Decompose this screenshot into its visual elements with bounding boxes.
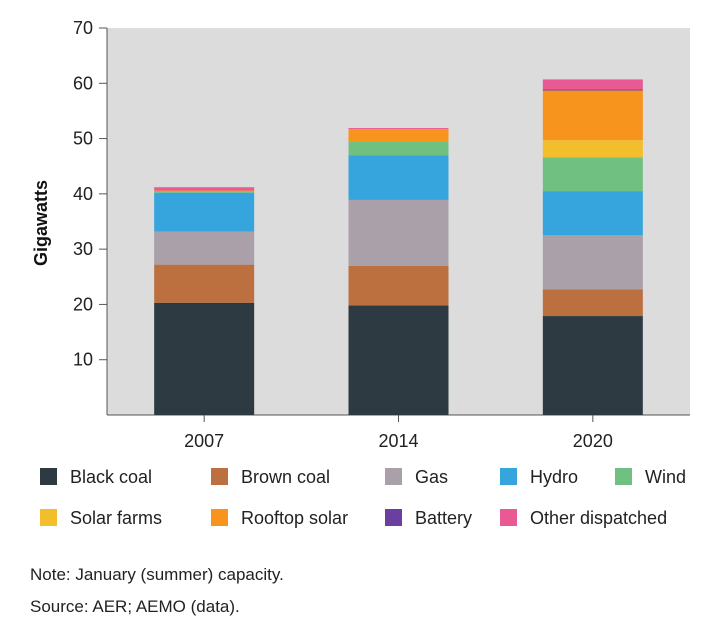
legend-item-label: Wind xyxy=(645,467,686,487)
legend-swatch xyxy=(211,509,228,526)
legend-item-label: Solar farms xyxy=(70,508,162,528)
y-tick-label: 30 xyxy=(73,239,93,259)
legend-swatch xyxy=(615,468,632,485)
legend-swatch xyxy=(40,468,57,485)
bar-segment-brown-coal xyxy=(348,265,449,306)
chart-source: Source: AER; AEMO (data). xyxy=(30,597,240,616)
chart-note: Note: January (summer) capacity. xyxy=(30,565,284,584)
bar-segment-black-coal xyxy=(542,316,643,415)
legend-swatch xyxy=(385,509,402,526)
legend-item-label: Other dispatched xyxy=(530,508,667,528)
bar-segment-rooftop-solar xyxy=(154,190,255,192)
y-tick-label: 70 xyxy=(73,18,93,38)
bar-segment-wind xyxy=(348,141,449,156)
y-axis-title: Gigawatts xyxy=(31,180,51,266)
bar-segment-hydro xyxy=(154,192,255,232)
x-tick-label: 2020 xyxy=(573,431,613,451)
y-tick-label: 20 xyxy=(73,294,93,314)
legend-item-label: Brown coal xyxy=(241,467,330,487)
legend-item-label: Hydro xyxy=(530,467,578,487)
legend-swatch xyxy=(500,468,517,485)
bar-segment-brown-coal xyxy=(542,289,643,317)
bar-segment-other-dispatched xyxy=(542,79,643,90)
y-tick-label: 60 xyxy=(73,73,93,93)
bar-segment-rooftop-solar xyxy=(542,90,643,141)
bar-segment-other-dispatched xyxy=(154,187,255,191)
bar-segment-rooftop-solar xyxy=(348,129,449,142)
stacked-bar-chart: 10 20 30 40 50 60 70 Gigawatts 2007 2014 2020 Black… xyxy=(31,18,690,528)
y-tick-label: 50 xyxy=(73,129,93,149)
legend-item-label: Gas xyxy=(415,467,448,487)
legend-swatch xyxy=(211,468,228,485)
bar-segment-gas xyxy=(348,199,449,266)
legend-swatch xyxy=(500,509,517,526)
bar-segment-hydro xyxy=(348,155,449,200)
bar-segment-other-dispatched xyxy=(348,128,449,130)
y-tick-label: 40 xyxy=(73,184,93,204)
bar-segment-black-coal xyxy=(154,302,255,415)
bar-segment-solar-farms xyxy=(542,140,643,158)
legend-swatch xyxy=(40,509,57,526)
legend-swatch xyxy=(385,468,402,485)
x-tick-label: 2007 xyxy=(184,431,224,451)
x-tick-label: 2014 xyxy=(378,431,418,451)
bar-segment-black-coal xyxy=(348,305,449,415)
bar-segment-battery xyxy=(542,89,643,91)
bar-segment-hydro xyxy=(542,191,643,236)
bar-segment-gas xyxy=(542,235,643,290)
bar-segment-wind xyxy=(542,157,643,192)
legend-item-label: Battery xyxy=(415,508,472,528)
bar-segment-wind xyxy=(154,191,255,193)
y-tick-label: 10 xyxy=(73,350,93,370)
bar-segment-brown-coal xyxy=(154,264,255,303)
legend-item-label: Rooftop solar xyxy=(241,508,348,528)
bar-segment-gas xyxy=(154,231,255,265)
legend-item-label: Black coal xyxy=(70,467,152,487)
